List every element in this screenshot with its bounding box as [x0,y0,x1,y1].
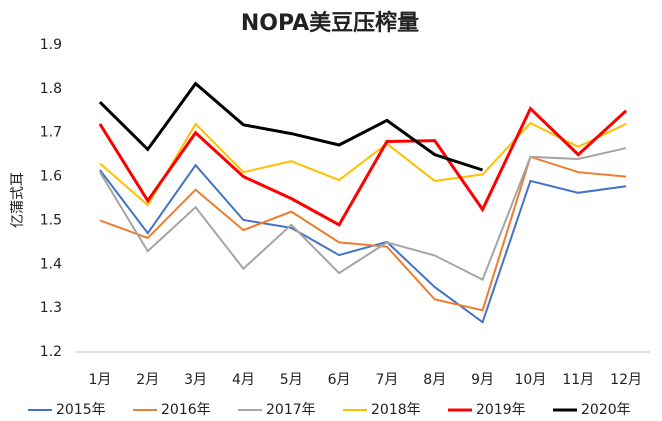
x-tick-label: 7月 [375,372,398,388]
x-tick-label: 6月 [328,372,351,388]
x-tick-label: 3月 [184,372,207,388]
x-tick-label: 5月 [280,372,303,388]
series-line [99,155,627,312]
series-line [99,147,627,282]
y-tick-label: 1.3 [40,300,62,316]
y-tick-label: 1.6 [40,169,62,185]
y-tick-label: 1.7 [40,125,62,141]
y-tick-label: 1.9 [40,37,62,53]
series-line [99,163,627,324]
legend-label: 2020年 [581,402,631,418]
y-tick-label: 1.4 [40,256,62,272]
y-axis-label: 亿蒲式耳 [10,172,26,228]
x-tick-label: 2月 [136,372,159,388]
x-tick-label: 10月 [515,372,547,388]
y-tick-label: 1.2 [40,344,62,360]
legend-label: 2019年 [476,402,526,418]
series-line [98,106,628,227]
y-tick-label: 1.8 [40,81,62,97]
legend-label: 2015年 [56,402,106,418]
y-tick-label: 1.5 [40,212,62,228]
x-tick-label: 11月 [562,372,594,388]
chart-title: NOPA美豆压榨量 [241,10,419,36]
legend-label: 2018年 [371,402,421,418]
x-tick-label: 8月 [423,372,446,388]
series-line [98,81,484,172]
legend-label: 2016年 [161,402,211,418]
series-line [99,121,627,207]
legend-label: 2017年 [266,402,316,418]
x-tick-label: 9月 [471,372,494,388]
x-tick-label: 4月 [232,372,255,388]
x-tick-label: 1月 [88,372,111,388]
x-tick-label: 12月 [610,372,642,388]
